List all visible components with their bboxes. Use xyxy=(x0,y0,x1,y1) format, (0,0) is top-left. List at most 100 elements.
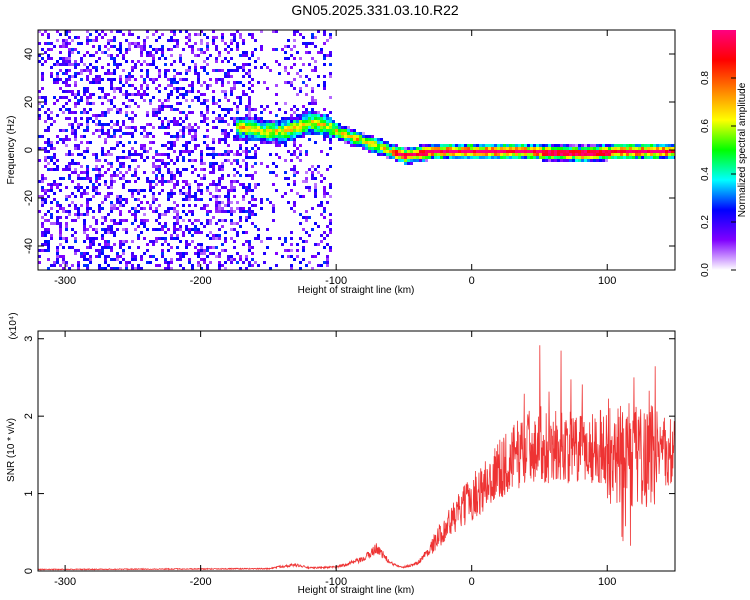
spectrogram-cell xyxy=(134,150,137,153)
y-tick-label: -40 xyxy=(23,238,35,254)
spectrogram-cell xyxy=(119,243,122,246)
spectrogram-cell xyxy=(242,198,245,201)
spectrogram-cell xyxy=(617,153,620,156)
spectrogram-cell xyxy=(566,144,569,147)
spectrogram-cell xyxy=(326,120,329,123)
spectrogram-cell xyxy=(263,126,266,129)
spectrogram-cell xyxy=(359,135,362,138)
spectrogram-cell xyxy=(50,168,53,171)
spectrogram-cell xyxy=(653,147,656,150)
spectrogram-cell xyxy=(437,147,440,150)
spectrogram-cell xyxy=(65,198,68,201)
spectrogram-cell xyxy=(140,156,143,159)
spectrogram-cell xyxy=(209,78,212,81)
spectrogram-cell xyxy=(47,129,50,132)
spectrogram-cell xyxy=(47,189,50,192)
spectrogram-cell xyxy=(245,219,248,222)
spectrogram-cell xyxy=(182,186,185,189)
spectrogram-cell xyxy=(77,162,80,165)
spectrogram-cell xyxy=(161,105,164,108)
spectrogram-cell xyxy=(149,183,152,186)
spectrogram-cell xyxy=(47,144,50,147)
spectrogram-cell xyxy=(116,168,119,171)
spectrogram-cell xyxy=(74,63,77,66)
spectrogram-cell xyxy=(107,255,110,258)
spectrogram-cell xyxy=(104,195,107,198)
spectrogram-cell xyxy=(92,54,95,57)
spectrogram-cell xyxy=(107,93,110,96)
spectrogram-cell xyxy=(233,153,236,156)
spectrogram-cell xyxy=(104,51,107,54)
spectrogram-cell xyxy=(182,168,185,171)
spectrogram-cell xyxy=(140,63,143,66)
spectrogram-cell xyxy=(263,129,266,132)
spectrogram-cell xyxy=(137,177,140,180)
spectrogram-cell xyxy=(290,153,293,156)
spectrogram-cell xyxy=(38,147,41,150)
spectrogram-cell xyxy=(77,147,80,150)
spectrogram-cell xyxy=(371,144,374,147)
spectrogram-cell xyxy=(218,219,221,222)
spectrogram-cell xyxy=(305,150,308,153)
spectrogram-cell xyxy=(323,246,326,249)
spectrogram-cell xyxy=(284,123,287,126)
spectrogram-cell xyxy=(59,69,62,72)
spectrogram-cell xyxy=(470,150,473,153)
spectrogram-cell xyxy=(275,165,278,168)
spectrogram-cell xyxy=(212,156,215,159)
spectrogram-cell xyxy=(203,93,206,96)
spectrogram-cell xyxy=(56,249,59,252)
spectrogram-cell xyxy=(59,255,62,258)
spectrogram-cell xyxy=(131,132,134,135)
spectrogram-cell xyxy=(272,123,275,126)
spectrogram-cell xyxy=(47,48,50,51)
spectrogram-cell xyxy=(314,36,317,39)
spectrogram-cell xyxy=(158,117,161,120)
spectrogram-cell xyxy=(653,153,656,156)
spectrogram-cell xyxy=(347,135,350,138)
spectrogram-cell xyxy=(614,144,617,147)
spectrogram-cell xyxy=(125,267,128,270)
spectrogram-cell xyxy=(191,165,194,168)
spectrogram-cell xyxy=(263,120,266,123)
spectrogram-cell xyxy=(101,78,104,81)
spectrogram-cell xyxy=(200,198,203,201)
spectrogram-cell xyxy=(647,150,650,153)
spectrogram-cell xyxy=(512,150,515,153)
spectrogram-cell xyxy=(104,183,107,186)
spectrogram-cell xyxy=(323,189,326,192)
spectrogram-cell xyxy=(56,210,59,213)
spectrogram-cell xyxy=(140,258,143,261)
spectrogram-cell xyxy=(185,147,188,150)
spectrogram-cell xyxy=(557,153,560,156)
spectrogram-cell xyxy=(68,267,71,270)
spectrogram-cell xyxy=(188,105,191,108)
spectrogram-cell xyxy=(209,210,212,213)
spectrogram-cell xyxy=(77,177,80,180)
spectrogram-cell xyxy=(80,153,83,156)
spectrogram-cell xyxy=(86,252,89,255)
spectrogram-cell xyxy=(644,153,647,156)
spectrogram-cell xyxy=(107,168,110,171)
spectrogram-cell xyxy=(272,162,275,165)
spectrogram-cell xyxy=(179,54,182,57)
spectrogram-cell xyxy=(284,159,287,162)
spectrogram-cell xyxy=(305,93,308,96)
spectrogram-cell xyxy=(119,48,122,51)
spectrogram-cell xyxy=(308,120,311,123)
spectrogram-cell xyxy=(218,183,221,186)
spectrogram-cell xyxy=(137,225,140,228)
spectrogram-cell xyxy=(170,267,173,270)
spectrogram-cell xyxy=(410,147,413,150)
spectrogram-cell xyxy=(329,36,332,39)
spectrogram-cell xyxy=(323,177,326,180)
spectrogram-cell xyxy=(260,201,263,204)
spectrogram-cell xyxy=(119,81,122,84)
spectrogram-cell xyxy=(305,171,308,174)
spectrogram-cell xyxy=(200,48,203,51)
spectrogram-cell xyxy=(305,153,308,156)
spectrogram-cell xyxy=(302,42,305,45)
spectrogram-cell xyxy=(245,165,248,168)
spectrogram-cell xyxy=(260,129,263,132)
spectrogram-cell xyxy=(179,111,182,114)
